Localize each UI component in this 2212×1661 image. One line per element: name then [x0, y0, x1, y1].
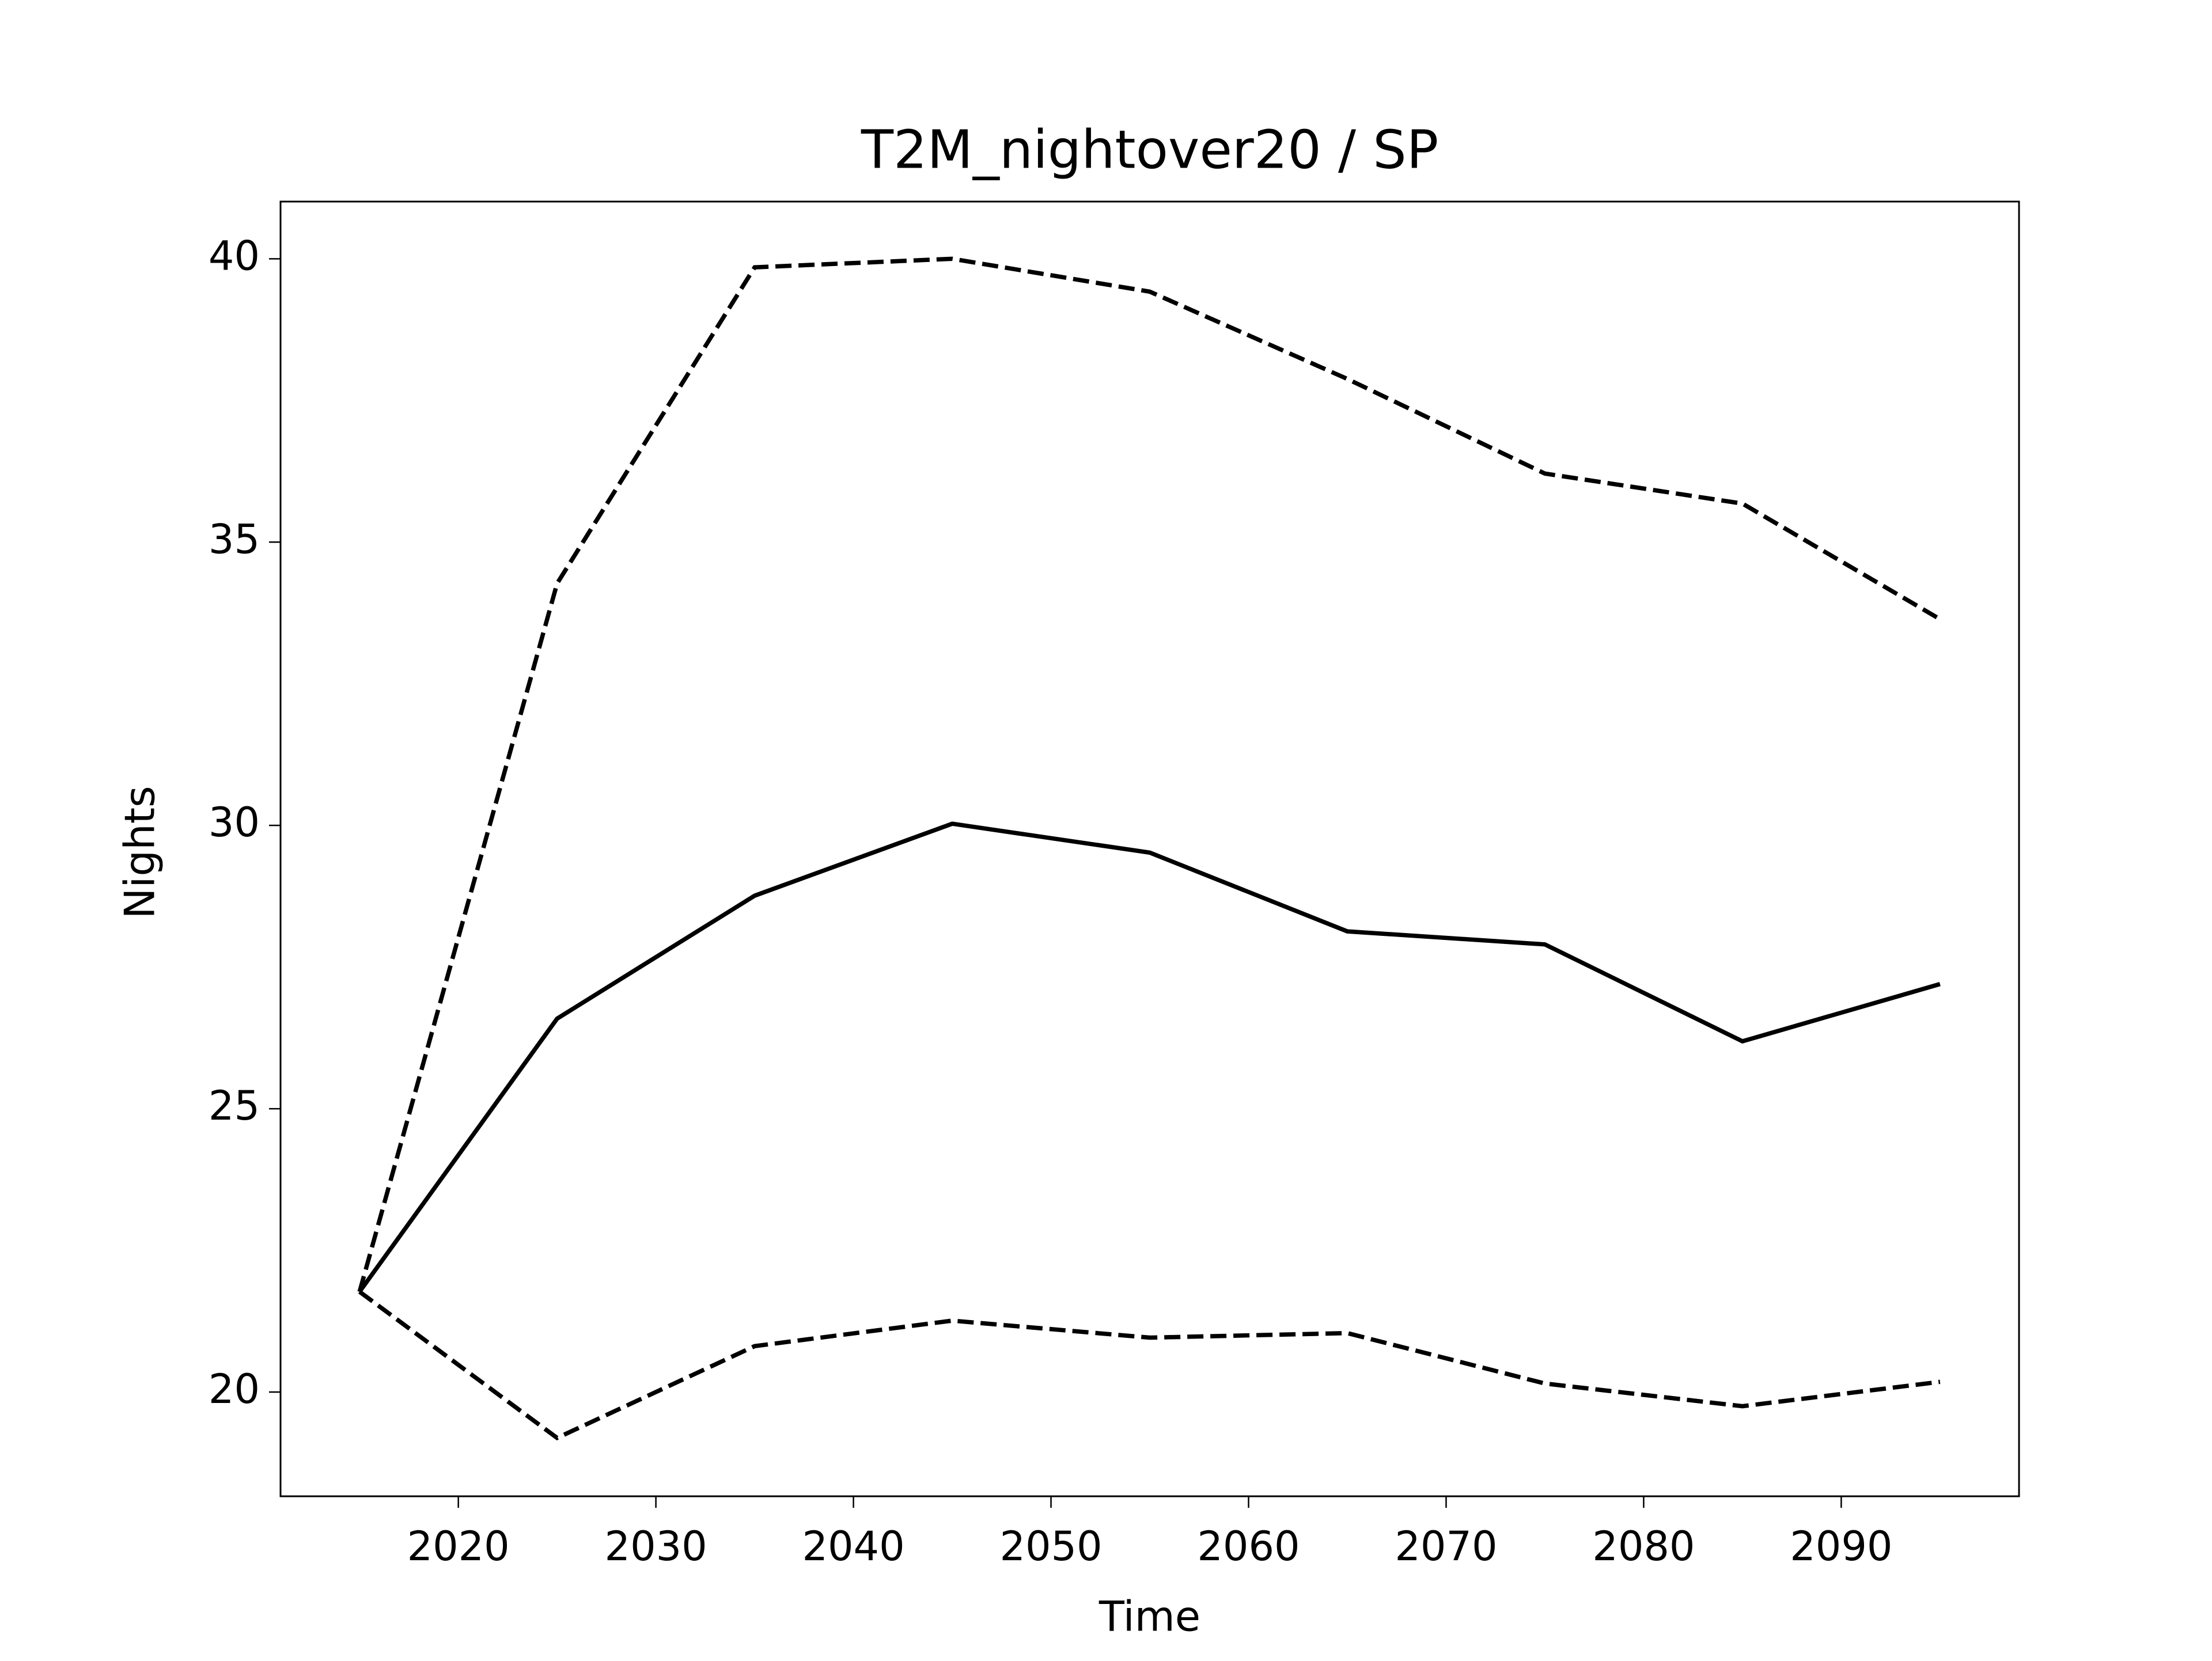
y-tick-label: 20: [209, 1366, 260, 1413]
x-tick-label: 2040: [802, 1523, 904, 1570]
x-tick-label: 2020: [407, 1523, 510, 1570]
y-tick-label: 30: [209, 799, 260, 846]
line-series: [358, 1290, 1941, 1441]
plot-frame: [279, 200, 2020, 1497]
x-tick-label: 2030: [605, 1523, 707, 1570]
y-axis-label: Nights: [116, 786, 164, 919]
line-series: [358, 821, 1941, 1294]
x-tick-label: 2060: [1197, 1523, 1300, 1570]
y-tick-label: 40: [209, 232, 260, 279]
chart-title: T2M_nightover20 / SP: [861, 119, 1438, 180]
x-tick-label: 2050: [999, 1523, 1102, 1570]
x-tick-label: 2070: [1395, 1523, 1497, 1570]
x-axis-label: Time: [1099, 1592, 1200, 1641]
y-tick-label: 25: [209, 1082, 260, 1129]
x-tick-label: 2080: [1592, 1523, 1695, 1570]
line-series: [357, 256, 1941, 1292]
x-tick-label: 2090: [1790, 1523, 1892, 1570]
y-tick-label: 35: [209, 515, 260, 563]
